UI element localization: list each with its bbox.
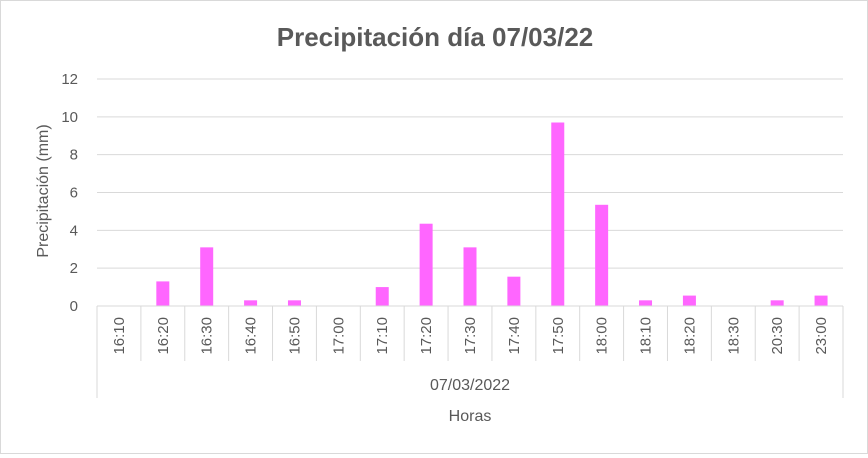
y-tick-label: 6 [70,185,78,202]
bar-18:00 [595,204,609,306]
x-axis-label: Horas [449,408,492,425]
x-tick-label: 18:00 [594,317,611,355]
x-tick-labels: 16:10 16:20 16:30 16:40 16:50 17:00 17:10 17:20… [111,317,830,355]
x-tick-label: 23:00 [813,317,830,355]
x-tick-label: 17:10 [374,317,391,355]
y-tick-label: 2 [70,260,78,277]
bar-16:40 [244,300,258,306]
y-axis-label: Precipitación (mm) [35,124,52,257]
x-tick-label: 18:30 [725,317,742,355]
bar-23:00 [814,295,828,306]
bar-17:50 [551,122,565,306]
x-tick-label: 17:50 [550,317,567,355]
axis-lines [96,305,844,398]
bar-17:30 [463,247,477,306]
y-tick-label: 12 [61,71,78,88]
y-tick-label: 4 [70,222,78,239]
x-tick-label: 17:00 [330,317,347,355]
bar-16:50 [287,300,301,306]
x-tick-label: 17:40 [506,317,523,355]
y-tick-label: 10 [61,109,78,126]
bar-17:10 [375,287,389,306]
y-tick-label: 8 [70,147,78,164]
bar-17:20 [419,223,433,306]
bar-18:10 [639,300,653,306]
bar-20:30 [770,300,784,306]
x-tick-label: 17:30 [462,317,479,355]
chart-title: Precipitación día 07/03/22 [277,22,594,52]
bar-18:20 [682,295,696,306]
x-tick-label: 16:50 [286,317,303,355]
x-tick-label: 16:30 [199,317,216,355]
x-tick-label: 18:20 [681,317,698,355]
x-tick-label: 18:10 [638,317,655,355]
bar-16:30 [200,247,214,306]
y-tick-labels: 0 2 4 6 8 10 12 [61,71,78,315]
x-tick-label: 16:20 [155,317,172,355]
y-tick-label: 0 [70,298,78,315]
x-tick-label: 20:30 [769,317,786,355]
x-tick-label: 16:10 [111,317,128,355]
group-label: 07/03/2022 [430,377,510,394]
bars [156,122,828,306]
gridlines [97,78,843,307]
x-tick-label: 17:20 [418,317,435,355]
bar-17:40 [507,276,521,306]
x-tick-label: 16:40 [243,317,260,355]
bar-16:20 [156,281,170,306]
